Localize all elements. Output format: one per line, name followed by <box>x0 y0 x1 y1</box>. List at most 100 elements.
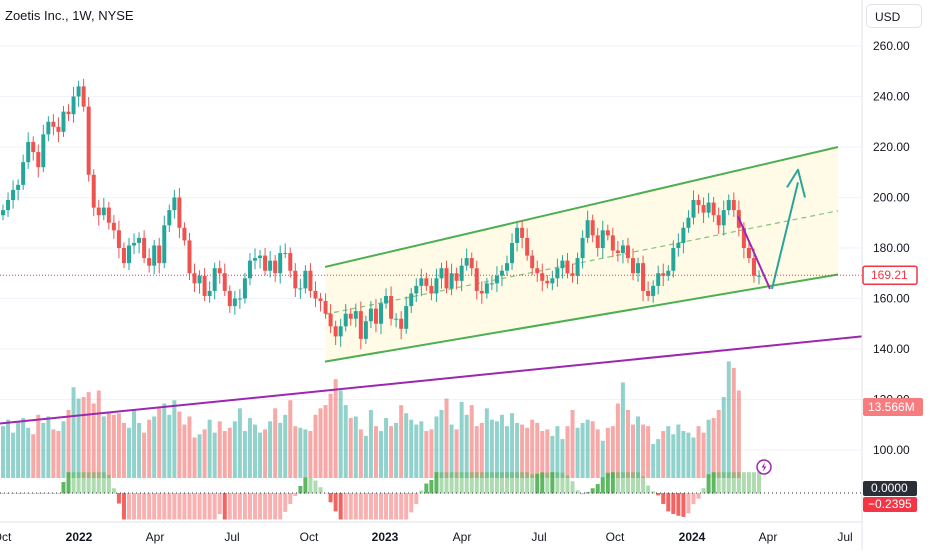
osc-bar <box>106 474 111 494</box>
volume-bar <box>661 431 666 478</box>
volume-bar <box>227 427 232 478</box>
candle-body <box>696 200 701 206</box>
candle-body <box>535 268 540 274</box>
candle-body <box>636 263 641 274</box>
osc-bar <box>671 493 676 514</box>
volume-bar <box>691 437 696 478</box>
candle-body <box>590 220 595 236</box>
volume-bar <box>313 414 318 478</box>
time-tick-label: Oct <box>300 530 319 544</box>
candle-body <box>247 260 252 279</box>
volume-bar <box>232 421 237 478</box>
volume-bar <box>515 422 520 478</box>
volume-bar <box>293 426 298 478</box>
projection-down-line <box>737 216 771 290</box>
osc-bar <box>283 493 288 512</box>
osc-bar <box>520 472 525 494</box>
volume-bar <box>318 408 323 478</box>
osc-bar <box>197 493 202 520</box>
candle-body <box>681 227 686 243</box>
candle-body <box>263 255 268 271</box>
osc-bar <box>303 477 308 494</box>
volume-bar <box>157 408 162 478</box>
volume-bar <box>308 431 313 478</box>
candle-body <box>414 285 419 294</box>
osc-bar <box>338 493 343 520</box>
osc-bar <box>142 493 147 520</box>
candle-body <box>656 273 661 286</box>
candle-body <box>429 285 434 294</box>
candle-body <box>192 273 197 284</box>
osc-bar <box>147 493 152 520</box>
volume-bar <box>278 422 283 478</box>
osc-bar <box>711 472 716 494</box>
volume-bar <box>46 416 51 478</box>
volume-bar <box>373 426 378 478</box>
osc-bar <box>404 493 409 520</box>
volume-bar <box>263 429 268 478</box>
candle-body <box>746 248 751 259</box>
osc-bar <box>182 493 187 520</box>
osc-bar <box>641 476 646 494</box>
candle-body <box>444 268 449 289</box>
projection-up-line <box>771 182 799 290</box>
candle-body <box>384 295 389 304</box>
candle-body <box>207 290 212 296</box>
volume-bar <box>147 419 152 478</box>
volume-bar <box>530 419 535 478</box>
volume-bar <box>162 403 167 478</box>
volume-bar <box>96 390 101 478</box>
osc-bar <box>595 484 600 494</box>
candle-body <box>701 205 706 213</box>
candle-body <box>348 313 353 319</box>
volume-bar <box>258 432 263 478</box>
candle-body <box>258 255 263 259</box>
candle-body <box>212 268 217 291</box>
volume-bar <box>394 422 399 478</box>
candle-body <box>318 298 323 302</box>
candle-body <box>46 121 51 135</box>
symbol-title: Zoetis Inc., 1W, NYSE <box>5 8 134 23</box>
volume-bar <box>716 409 721 478</box>
candle-body <box>499 270 504 276</box>
candle-body <box>368 308 373 322</box>
osc-bar <box>21 493 26 494</box>
candle-body <box>91 174 96 208</box>
volume-bar <box>409 419 414 478</box>
volume-bar <box>207 419 212 478</box>
osc-bar <box>751 472 756 494</box>
volume-bar <box>671 434 676 478</box>
candle-body <box>641 263 646 291</box>
candle-body <box>686 217 691 228</box>
volume-bar <box>525 427 530 478</box>
volume-bar <box>580 422 585 478</box>
candle-body <box>81 86 86 107</box>
volume-bar <box>414 424 419 478</box>
candle-body <box>116 230 121 248</box>
currency-button[interactable]: USD <box>866 4 922 28</box>
candle-body <box>615 250 620 254</box>
price-axis: 260.00 240.00 220.00 200.00 180.00 160.00 140.… <box>861 0 923 550</box>
osc-bar <box>726 472 731 494</box>
osc-bar <box>348 493 353 520</box>
volume-bar <box>288 400 293 478</box>
osc-bar <box>459 472 464 494</box>
time-tick-label: Apr <box>146 530 165 544</box>
osc-bar <box>333 493 338 512</box>
osc-bar <box>525 472 530 494</box>
candle-body <box>26 141 31 163</box>
osc-bar <box>530 474 535 494</box>
volume-bar <box>116 413 121 478</box>
osc-bar <box>31 493 36 494</box>
osc-bar <box>494 472 499 494</box>
osc-bar <box>71 472 76 494</box>
volume-bar <box>379 431 383 478</box>
candle-body <box>464 258 469 266</box>
volume-bar <box>384 418 389 478</box>
candle-body <box>711 202 716 216</box>
long-trendline <box>0 335 863 425</box>
volume-bar <box>499 414 504 478</box>
candle-body <box>394 318 399 320</box>
volume-bar <box>711 418 716 478</box>
